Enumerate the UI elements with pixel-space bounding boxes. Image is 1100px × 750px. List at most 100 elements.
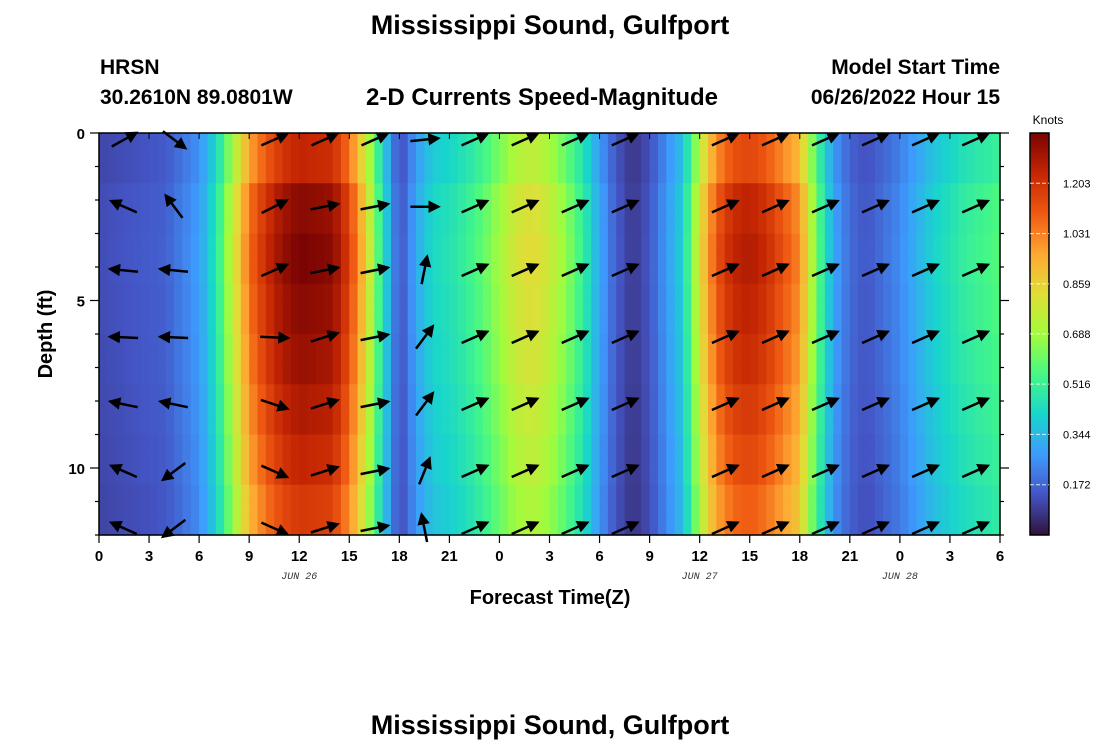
heatmap-cell [716, 166, 726, 184]
heatmap-cell [516, 334, 526, 352]
heatmap-cell [149, 200, 158, 218]
heatmap-cell [215, 367, 225, 385]
heatmap-cell [741, 233, 751, 251]
heatmap-cell [674, 501, 684, 519]
heatmap-cell [983, 216, 993, 235]
heatmap-cell [816, 434, 826, 452]
heatmap-cell [340, 417, 350, 436]
heatmap-cell [833, 317, 843, 335]
heatmap-cell [174, 484, 184, 503]
heatmap-cell [774, 183, 784, 201]
heatmap-cell [449, 451, 459, 469]
heatmap-cell [916, 149, 926, 168]
heatmap-cell [482, 468, 492, 486]
heatmap-cell [199, 233, 209, 251]
heatmap-cell [958, 484, 968, 503]
heatmap-cell [507, 183, 517, 201]
heatmap-cell [315, 300, 325, 318]
heatmap-cell [666, 183, 676, 201]
heatmap-cell [824, 334, 834, 352]
heatmap-cell [516, 484, 526, 503]
heatmap-cell [924, 267, 934, 285]
heatmap-cell [215, 183, 225, 201]
heatmap-cell [641, 334, 651, 352]
heatmap-cell [532, 367, 542, 385]
heatmap-cell [791, 283, 801, 302]
heatmap-cell [682, 518, 692, 536]
x-axis-label: Forecast Time(Z) [470, 587, 631, 609]
heatmap-cell [699, 267, 709, 285]
heatmap-cell [691, 317, 701, 335]
heatmap-cell [549, 451, 559, 469]
heatmap-cell [240, 468, 250, 486]
heatmap-cell [991, 183, 1001, 201]
heatmap-cell [441, 200, 450, 218]
heatmap-cell [833, 300, 843, 318]
heatmap-cell [908, 133, 918, 151]
heatmap-cell [315, 468, 325, 486]
heatmap-cell [924, 183, 934, 201]
current-vector-arrow [111, 131, 139, 148]
heatmap-cell [557, 501, 567, 519]
heatmap-cell [958, 250, 968, 268]
heatmap-cell [157, 183, 167, 201]
heatmap-cell [833, 501, 843, 519]
heatmap-cell [215, 451, 225, 469]
heatmap-cell [332, 468, 342, 486]
heatmap-cell [766, 300, 776, 318]
heatmap-cell [791, 149, 801, 168]
heatmap-cell [491, 501, 501, 519]
heatmap-cell [174, 468, 184, 486]
heatmap-cell [274, 216, 284, 235]
heatmap-cell [682, 149, 692, 168]
heatmap-cell [224, 317, 234, 335]
heatmap-cell [632, 468, 642, 486]
heatmap-cell [983, 401, 993, 419]
heatmap-cell [424, 518, 434, 536]
current-vector-arrow [861, 263, 890, 278]
heatmap-cell [99, 468, 108, 486]
heatmap-cell [733, 367, 742, 385]
heatmap-cell [457, 417, 467, 436]
heatmap-cell [324, 317, 334, 335]
heatmap-cell [858, 518, 868, 536]
heatmap-cell [165, 367, 175, 385]
heatmap-cell [390, 216, 400, 235]
heatmap-cell [215, 350, 225, 369]
heatmap-cell [741, 149, 751, 168]
heatmap-cell [616, 183, 626, 201]
heatmap-cell [190, 468, 200, 486]
heatmap-cell [132, 149, 142, 168]
heatmap-cell [499, 451, 509, 469]
heatmap-cell [491, 200, 501, 218]
heatmap-cell [924, 317, 934, 335]
heatmap-cell [808, 200, 818, 218]
heatmap-cell [566, 183, 576, 201]
heatmap-cell [666, 434, 676, 452]
heatmap-cell [390, 233, 400, 251]
heatmap-cell [657, 166, 667, 184]
heatmap-cell [232, 451, 242, 469]
heatmap-cell [591, 401, 601, 419]
heatmap-cell [883, 367, 893, 385]
heatmap-cell [332, 166, 342, 184]
heatmap-cell [866, 367, 876, 385]
heatmap-cell [365, 216, 375, 235]
heatmap-cell [799, 250, 809, 268]
heatmap-cell [708, 133, 717, 151]
heatmap-cell [616, 317, 626, 335]
heatmap-cell [616, 350, 626, 369]
heatmap-cell [933, 233, 943, 251]
heatmap-cell [115, 149, 125, 168]
heatmap-cell [340, 250, 350, 268]
heatmap-cell [607, 183, 617, 201]
heatmap-cell [833, 149, 843, 168]
heatmap-cell [491, 149, 501, 168]
heatmap-cell [774, 300, 784, 318]
heatmap-cell [390, 250, 400, 268]
heatmap-cell [399, 133, 409, 151]
heatmap-cell [891, 183, 901, 201]
heatmap-cell [182, 300, 192, 318]
heatmap-cell [240, 434, 250, 452]
heatmap-cell [866, 283, 876, 302]
